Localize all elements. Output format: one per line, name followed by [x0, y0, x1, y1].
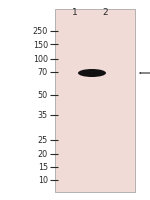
Text: 50: 50 — [38, 91, 48, 100]
Text: 2: 2 — [102, 8, 108, 17]
Text: 10: 10 — [38, 176, 48, 185]
Text: 1: 1 — [72, 8, 78, 17]
Text: 15: 15 — [38, 163, 48, 172]
Text: 25: 25 — [38, 136, 48, 145]
Text: 100: 100 — [33, 55, 48, 64]
Text: 20: 20 — [38, 150, 48, 159]
Bar — [55, 10, 135, 192]
Ellipse shape — [78, 70, 106, 78]
Text: 150: 150 — [33, 40, 48, 49]
Text: 35: 35 — [38, 111, 48, 120]
Text: 70: 70 — [38, 68, 48, 77]
Text: 250: 250 — [33, 27, 48, 36]
